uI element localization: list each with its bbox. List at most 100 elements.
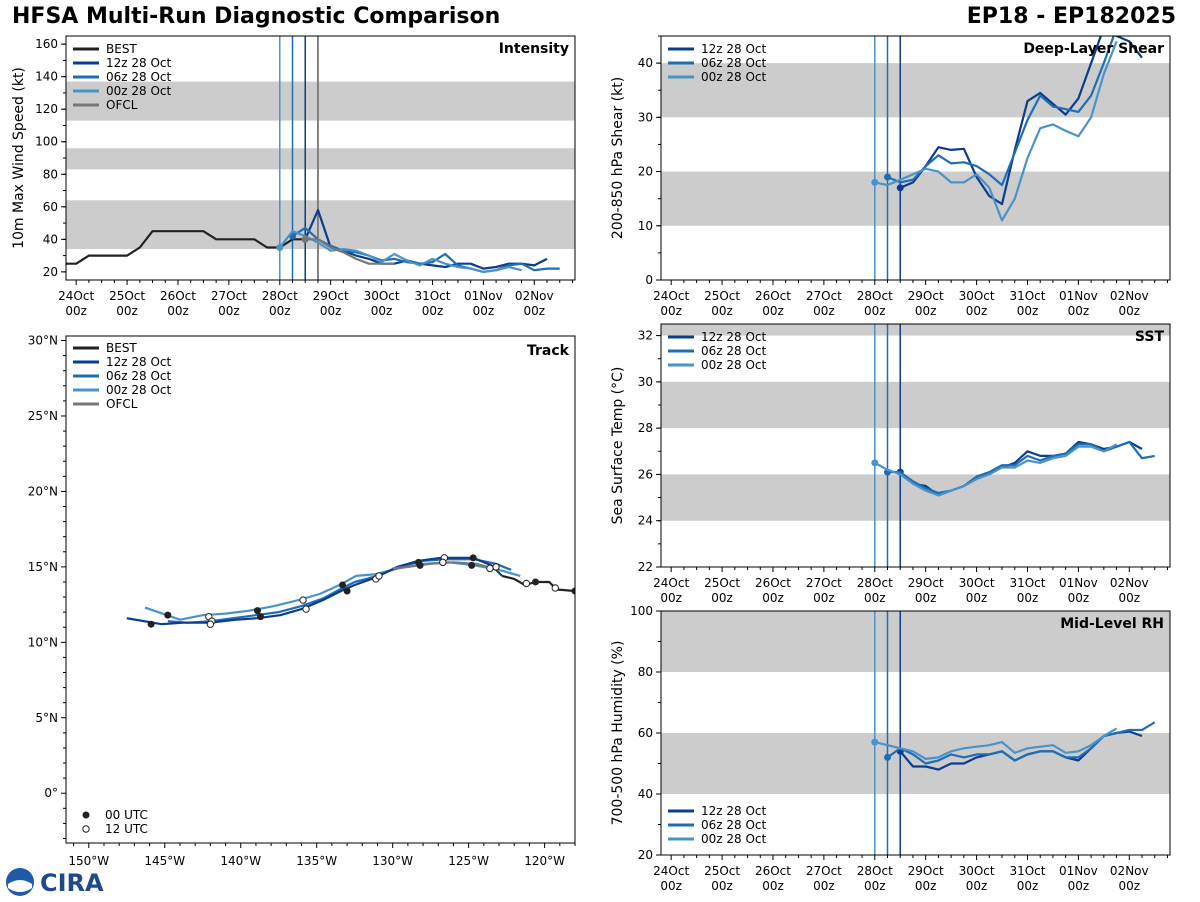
track-axes-frame: [65, 335, 576, 844]
sst-xtick-label: 31Oct: [1009, 576, 1045, 590]
sst-xtick-label: 24Oct: [653, 576, 689, 590]
shear-series-run00: [874, 40, 1118, 222]
intensity-xtick-sublabel: 00z: [116, 304, 138, 318]
track-panel: 150°W 145°W 140°W 135°W 130°W 125°W 120°W 0° 5°N…: [28, 334, 576, 868]
sst-legend-label: 06z 28 Oct: [701, 344, 767, 358]
track-legend-label: OFCL: [106, 397, 138, 411]
rh-legend-label: 12z 28 Oct: [701, 804, 767, 818]
sst-ylabel: Sea Surface Temp (°C): [610, 367, 626, 525]
rh-threshold-band: [661, 611, 1170, 672]
rh-xtick-sublabel: 00z: [864, 879, 886, 893]
track-marker-00utc: [253, 607, 261, 615]
intensity-legend-label: 06z 28 Oct: [106, 70, 172, 84]
rh-ytick-label: 40: [638, 787, 653, 801]
rh-ytick-label: 60: [638, 726, 653, 740]
track-ytick-label: 5°N: [35, 711, 58, 725]
intensity-xtick-sublabel: 00z: [473, 304, 495, 318]
rh-panel: 2040608010024Oct00z25Oct00z26Oct00z27Oct…: [610, 604, 1171, 893]
sst-ytick-label: 30: [638, 375, 653, 389]
rh-series-run00: [874, 727, 1118, 761]
shear-xtick-label: 29Oct: [908, 289, 944, 303]
cira-logo-text: CIRA: [40, 869, 104, 897]
track-marker-12utc: [206, 620, 215, 628]
rh-legend-label: 06z 28 Oct: [701, 818, 767, 832]
rh-xtick-sublabel: 00z: [762, 879, 784, 893]
shear-xtick-sublabel: 00z: [915, 304, 937, 318]
shear-ytick-label: 20: [638, 165, 653, 179]
sst-xtick-label: 28Oct: [857, 576, 893, 590]
shear-xtick-sublabel: 00z: [966, 304, 988, 318]
sst-axes-frame: [660, 323, 1171, 568]
rh-ylabel: 700-500 hPa Humidity (%): [610, 641, 626, 826]
intensity-xtick-sublabel: 00z: [65, 304, 87, 318]
sst-xtick-label: 30Oct: [959, 576, 995, 590]
intensity-xtick-sublabel: 00z: [218, 304, 240, 318]
sst-series-run00: [874, 443, 1118, 497]
track-series-run12: [126, 556, 503, 626]
sst-legend-label: 00z 28 Oct: [701, 358, 767, 372]
sst-ytick-label: 32: [638, 329, 653, 343]
rh-xtick-label: 26Oct: [755, 864, 791, 878]
sst-xtick-sublabel: 00z: [1068, 591, 1090, 605]
track-ytick-label: 0°: [44, 786, 58, 800]
shear-xtick-sublabel: 00z: [660, 304, 682, 318]
intensity-xtick-label: 01Nov: [464, 289, 503, 303]
shear-series-start-point: [896, 184, 904, 192]
intensity-threshold-band: [66, 81, 575, 121]
rh-xtick-sublabel: 00z: [915, 879, 937, 893]
rh-xtick-sublabel: 00z: [1017, 879, 1039, 893]
sst-xtick-sublabel: 00z: [1017, 591, 1039, 605]
shear-title: Deep-Layer Shear: [1023, 41, 1164, 57]
rh-ytick-label: 100: [630, 604, 653, 618]
sst-xtick-label: 26Oct: [755, 576, 791, 590]
intensity-threshold-band: [66, 148, 575, 170]
intensity-legend-label: 12z 28 Oct: [106, 56, 172, 70]
track-series-run00: [144, 561, 521, 621]
intensity-title: Intensity: [499, 41, 569, 57]
intensity-ylabel: 10m Max Wind Speed (kt): [11, 67, 27, 249]
track-legend-00utc-marker: [82, 811, 90, 819]
intensity-series-run00: [278, 230, 522, 273]
rh-series-run06: [886, 721, 1156, 765]
sst-title: SST: [1135, 329, 1165, 345]
sst-xtick-label: 29Oct: [908, 576, 944, 590]
cira-noaa-logo: CIRA: [4, 866, 114, 902]
shear-ytick-label: 0: [645, 273, 653, 287]
intensity-panel: 2040608010012014016024Oct00z25Oct00z26Oc…: [11, 35, 576, 318]
rh-xtick-label: 02Nov: [1110, 864, 1149, 878]
intensity-ytick-label: 100: [35, 135, 58, 149]
sst-ytick-label: 24: [638, 514, 653, 528]
track-legend-00utc-label: 00 UTC: [105, 808, 148, 822]
intensity-ytick-label: 20: [43, 265, 58, 279]
intensity-xtick-sublabel: 00z: [523, 304, 545, 318]
rh-xtick-sublabel: 00z: [1118, 879, 1140, 893]
track-marker-00utc: [531, 578, 539, 586]
rh-xtick-sublabel: 00z: [966, 879, 988, 893]
track-ytick-label: 15°N: [28, 560, 58, 574]
intensity-xtick-label: 26Oct: [160, 289, 196, 303]
shear-ylabel: 200-850 hPa Shear (kt): [610, 77, 626, 239]
track-xtick-label: 150°W: [68, 854, 109, 868]
track-xtick-label: 145°W: [144, 854, 185, 868]
intensity-ytick-label: 80: [43, 167, 58, 181]
track-marker-12utc: [299, 596, 307, 604]
sst-ytick-label: 28: [638, 421, 653, 435]
track-title: Track: [527, 343, 570, 359]
shear-xtick-label: 26Oct: [755, 289, 791, 303]
sst-threshold-band: [661, 381, 1170, 429]
rh-legend-label: 00z 28 Oct: [701, 832, 767, 846]
sst-threshold-band: [661, 474, 1170, 521]
sst-ytick-label: 26: [638, 467, 653, 481]
rh-xtick-label: 27Oct: [806, 864, 842, 878]
rh-xtick-label: 24Oct: [653, 864, 689, 878]
rh-threshold-band: [661, 733, 1170, 794]
track-xtick-label: 140°W: [220, 854, 261, 868]
track-marker-00utc: [469, 554, 477, 562]
shear-xtick-label: 30Oct: [959, 289, 995, 303]
sst-xtick-sublabel: 00z: [864, 591, 886, 605]
shear-xtick-sublabel: 00z: [1118, 304, 1140, 318]
intensity-xtick-label: 24Oct: [58, 289, 94, 303]
track-marker-00utc: [343, 587, 351, 595]
shear-xtick-label: 01Nov: [1059, 289, 1098, 303]
track-marker-00utc: [256, 613, 264, 621]
